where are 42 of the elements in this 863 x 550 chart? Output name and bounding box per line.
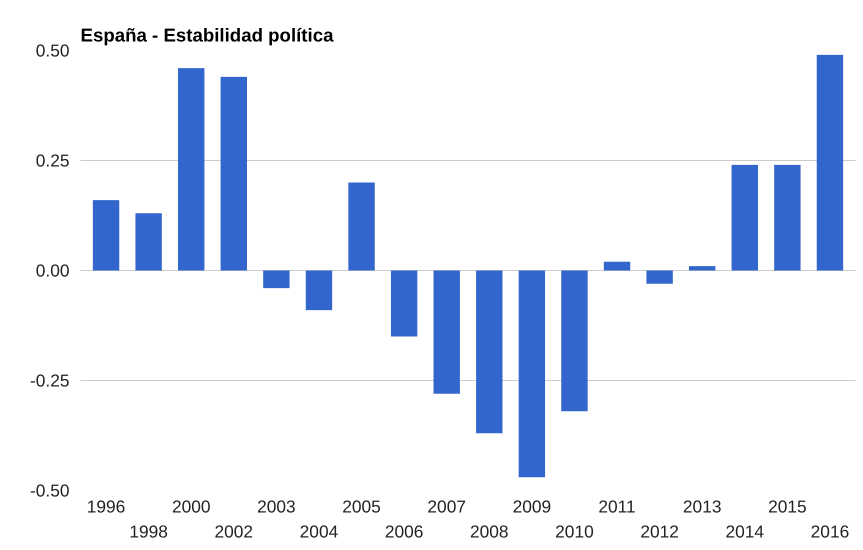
x-tick-label: 2016	[810, 522, 850, 542]
bar	[348, 182, 375, 270]
x-tick-label: 1998	[129, 522, 168, 542]
x-tick-label: 2004	[300, 522, 339, 542]
y-tick-label: 0.50	[36, 40, 70, 60]
x-tick-label: 2007	[427, 496, 466, 516]
x-tick-label: 2014	[726, 522, 764, 542]
bar	[518, 270, 546, 478]
bar	[476, 270, 502, 434]
bar	[646, 270, 673, 284]
y-tick-label: -0.50	[30, 480, 70, 500]
bar	[774, 164, 801, 270]
y-tick-label: 0.25	[36, 150, 70, 170]
bar	[816, 54, 844, 270]
x-tick-label: 2010	[555, 522, 594, 542]
bar	[390, 270, 418, 336]
bar	[92, 200, 120, 270]
x-tick-label: 2002	[214, 522, 254, 542]
bar	[135, 213, 162, 270]
x-tick-label: 2008	[470, 522, 509, 542]
bar	[604, 262, 630, 270]
x-tick-label: 2005	[342, 496, 381, 516]
x-tick-label: 2012	[640, 522, 679, 542]
bar	[689, 266, 716, 270]
x-tick-label: 2009	[512, 496, 552, 516]
bar	[263, 270, 290, 288]
y-tick-label: -0.25	[30, 370, 70, 390]
chart-title: España - Estabilidad política	[80, 24, 334, 46]
bar	[732, 164, 758, 270]
bar	[306, 270, 332, 310]
x-tick-label: 2000	[172, 496, 211, 516]
y-tick-label: 0.00	[36, 260, 70, 280]
bar	[434, 270, 460, 394]
x-tick-label: 2015	[768, 496, 807, 516]
x-tick-label: 2006	[384, 522, 424, 542]
x-tick-label: 2013	[682, 496, 722, 516]
bar	[561, 270, 588, 412]
bar	[220, 76, 247, 270]
bar	[178, 68, 204, 270]
x-tick-label: 2003	[257, 496, 296, 516]
x-tick-label: 2011	[598, 496, 636, 516]
x-tick-label: 1996	[86, 496, 126, 516]
